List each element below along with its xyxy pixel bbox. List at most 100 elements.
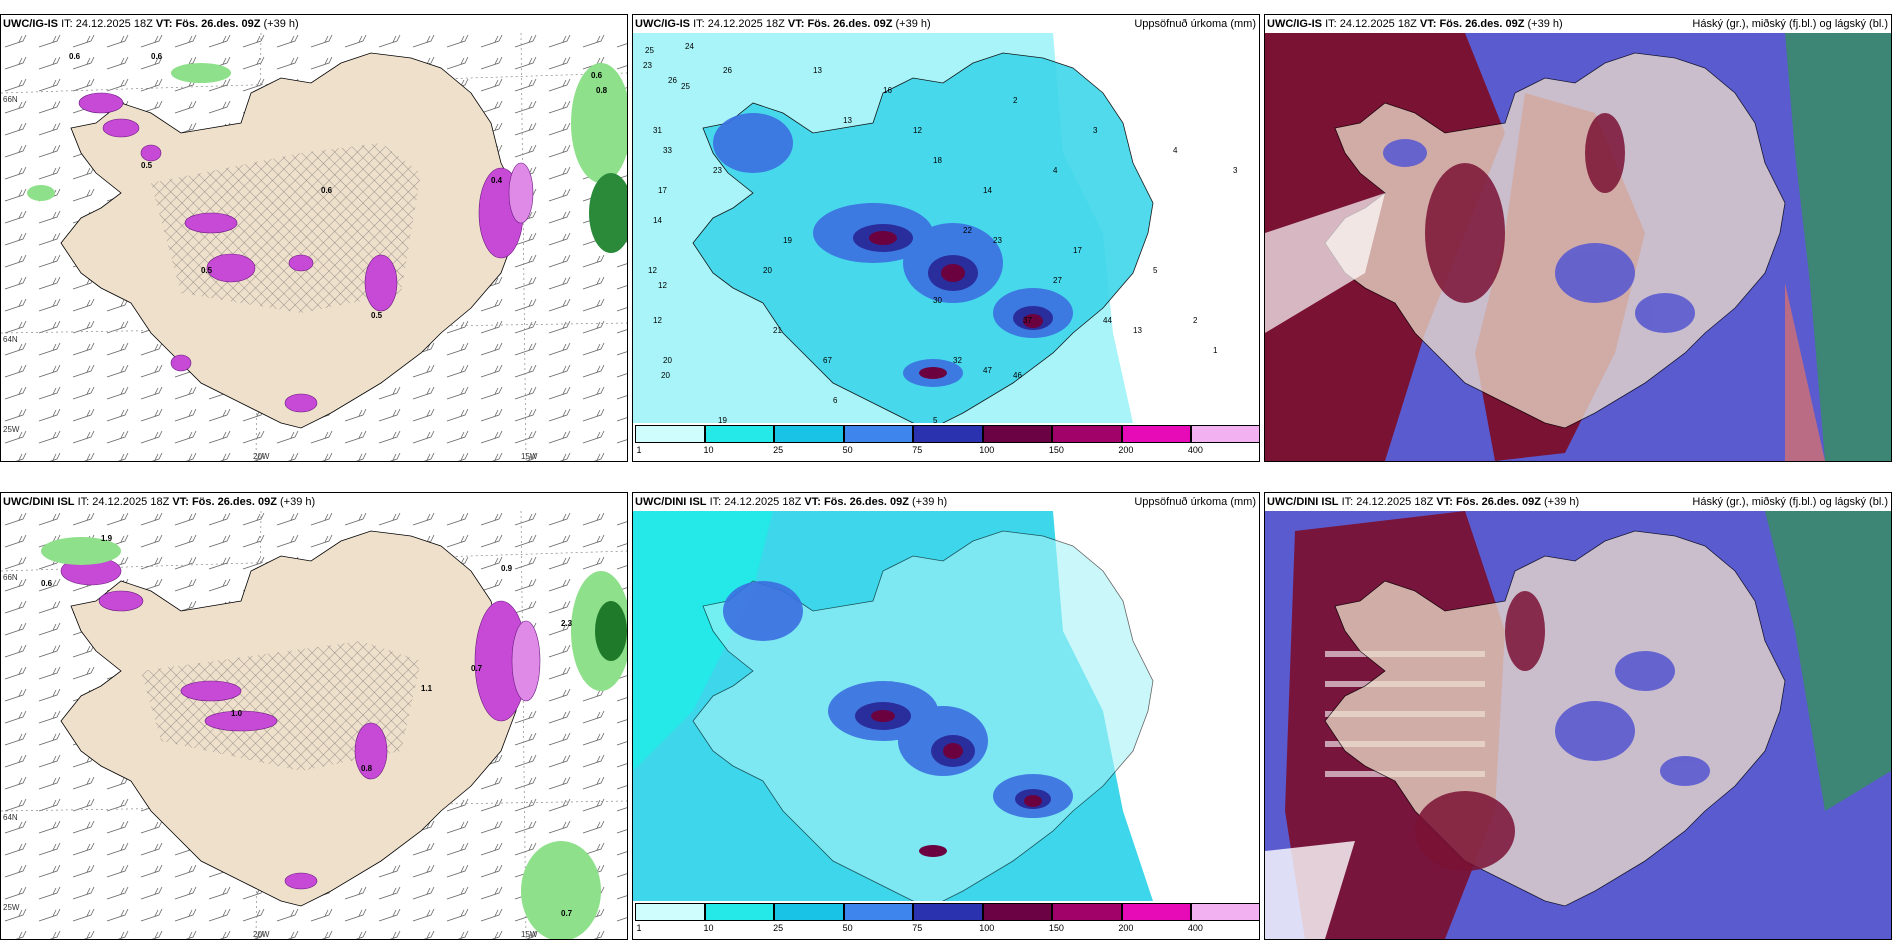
precip-map (633, 511, 1259, 901)
precip-value-label: 20 (663, 356, 672, 365)
colorbar-swatch (982, 425, 1053, 443)
colorbar-tick-label: 1 (636, 445, 642, 455)
svg-text:0.8: 0.8 (596, 86, 608, 95)
lat-label-64n: 64N (3, 335, 18, 344)
colorbar-tick-label: 1 (636, 923, 642, 933)
precip-value-label: 5 (933, 416, 938, 423)
precip-type-map: 0.6 0.6 0.6 0.8 0.4 0.6 0.5 0.5 0.5 (1, 33, 627, 461)
svg-text:0.8: 0.8 (361, 764, 373, 773)
panel-header: UWC/IG-IS IT: 24.12.2025 18Z VT: Fös. 26… (1265, 15, 1891, 33)
colorbar-swatch (1121, 903, 1192, 921)
precip-value-label: 24 (685, 42, 694, 51)
precip-value-label: 25 (681, 82, 690, 91)
precip-value-label: 26 (668, 76, 677, 85)
model-name: UWC/IG-IS (3, 18, 58, 30)
cloud-map (1265, 511, 1891, 939)
map-panel-4: UWC/DINI ISL IT: 24.12.2025 18Z VT: Fös.… (0, 492, 628, 940)
svg-text:1.9: 1.9 (101, 534, 113, 543)
precip-value-label: 30 (933, 296, 942, 305)
colorbar-swatch (635, 425, 705, 443)
precip-value-label: 13 (843, 116, 852, 125)
precip-value-label: 18 (933, 156, 942, 165)
colorbar-swatch (1052, 903, 1122, 921)
colorbar-swatch (704, 425, 775, 443)
precip-value-label: 44 (1103, 316, 1112, 325)
precip-value-label: 12 (658, 281, 667, 290)
precip-value-label: 3 (1233, 166, 1238, 175)
colorbar-tick-label: 150 (1048, 445, 1064, 455)
lon-label-20w: 20W (253, 452, 270, 461)
precip-value-label: 4 (1053, 166, 1058, 175)
precip-value-label: 22 (963, 226, 972, 235)
colorbar-swatch (982, 903, 1053, 921)
precip-value-label: 12 (653, 316, 662, 325)
lat-label-64n: 64N (3, 813, 18, 822)
map-panel-6: UWC/DINI ISL IT: 24.12.2025 18Z VT: Fös.… (1264, 492, 1892, 940)
colorbar-swatch (1052, 425, 1122, 443)
panel-field-title: Uppsöfnuð úrkoma (mm) (1134, 496, 1256, 508)
precip-value-label: 17 (658, 186, 667, 195)
lat-label-66n: 66N (3, 95, 18, 104)
lon-label-15w: 15W (521, 452, 538, 461)
precip-value-label: 20 (763, 266, 772, 275)
colorbar-swatch (843, 903, 914, 921)
lon-label-25w: 25W (3, 903, 20, 912)
precip-value-label: 27 (1053, 276, 1062, 285)
precip-value-label: 21 (773, 326, 782, 335)
iceland-land (1324, 52, 1786, 429)
precip-value-label: 46 (1013, 371, 1022, 380)
panel-header: UWC/DINI ISL IT: 24.12.2025 18Z VT: Fös.… (1265, 493, 1891, 511)
lon-label-20w: 20W (253, 930, 270, 939)
map-panel-5: UWC/DINI ISL IT: 24.12.2025 18Z VT: Fös.… (632, 492, 1260, 940)
precip-value-label: 20 (661, 371, 670, 380)
precip-value-label: 32 (953, 356, 962, 365)
map-panel-2: UWC/IG-IS IT: 24.12.2025 18Z VT: Fös. 26… (632, 14, 1260, 462)
lon-label-25w: 25W (3, 425, 20, 434)
precip-value-label: 26 (723, 66, 732, 75)
precip-value-label: 2 (1013, 96, 1018, 105)
colorbar-tick-label: 50 (842, 923, 853, 933)
precip-value-label: 37 (1023, 316, 1032, 325)
precip-value-label: 33 (663, 146, 672, 155)
svg-text:0.9: 0.9 (501, 564, 513, 573)
svg-text:0.7: 0.7 (561, 909, 573, 918)
precip-value-label: 19 (783, 236, 792, 245)
precip-value-label: 25 (645, 46, 654, 55)
precip-value-label: 13 (1133, 326, 1142, 335)
svg-text:0.6: 0.6 (41, 579, 53, 588)
svg-text:0.5: 0.5 (201, 266, 213, 275)
colorbar-tick-label: 400 (1187, 445, 1203, 455)
svg-text:0.4: 0.4 (491, 176, 503, 185)
precip-colorbar: 1 10 25 50 75 100 150 200 400 (633, 901, 1259, 939)
panel-header: UWC/IG-IS IT: 24.12.2025 18Z VT: Fös. 26… (633, 15, 1259, 33)
colorbar-swatch (1191, 425, 1259, 443)
precip-colorbar: 1 10 25 50 75 100 150 200 400 (633, 423, 1259, 461)
lon-label-15w: 15W (521, 930, 538, 939)
colorbar-tick-label: 200 (1118, 923, 1134, 933)
colorbar-swatch (913, 903, 983, 921)
precip-type-map: 1.9 0.6 0.9 2.3 0.7 1.1 0.7 1.0 0.8 (1, 511, 627, 939)
panel-field-title: Uppsöfnuð úrkoma (mm) (1134, 18, 1256, 30)
colorbar-swatch (635, 903, 705, 921)
colorbar-swatch (704, 903, 775, 921)
colorbar-swatch (774, 425, 844, 443)
svg-text:1.0: 1.0 (231, 709, 243, 718)
panel-header: UWC/DINI ISL IT: 24.12.2025 18Z VT: Fös.… (633, 493, 1259, 511)
svg-text:0.7: 0.7 (471, 664, 483, 673)
precip-value-label: 16 (883, 86, 892, 95)
precip-value-label: 14 (983, 186, 992, 195)
colorbar-tick-label: 75 (912, 923, 923, 933)
colorbar-swatch (1191, 903, 1259, 921)
precip-value-label: 1 (1213, 346, 1218, 355)
svg-text:2.3: 2.3 (561, 619, 573, 628)
colorbar-tick-label: 10 (703, 923, 714, 933)
colorbar-tick-label: 25 (773, 445, 784, 455)
precip-value-label: 12 (913, 126, 922, 135)
svg-text:0.5: 0.5 (371, 311, 383, 320)
precip-map: 25 24232625263133172314121212202019131316… (633, 33, 1259, 423)
precip-value-label: 12 (648, 266, 657, 275)
colorbar-tick-label: 150 (1048, 923, 1064, 933)
precip-value-label: 23 (993, 236, 1002, 245)
svg-text:0.6: 0.6 (69, 52, 81, 61)
panel-field-title: Háský (gr.), miðský (fj.bl.) og lágský (… (1692, 18, 1888, 30)
